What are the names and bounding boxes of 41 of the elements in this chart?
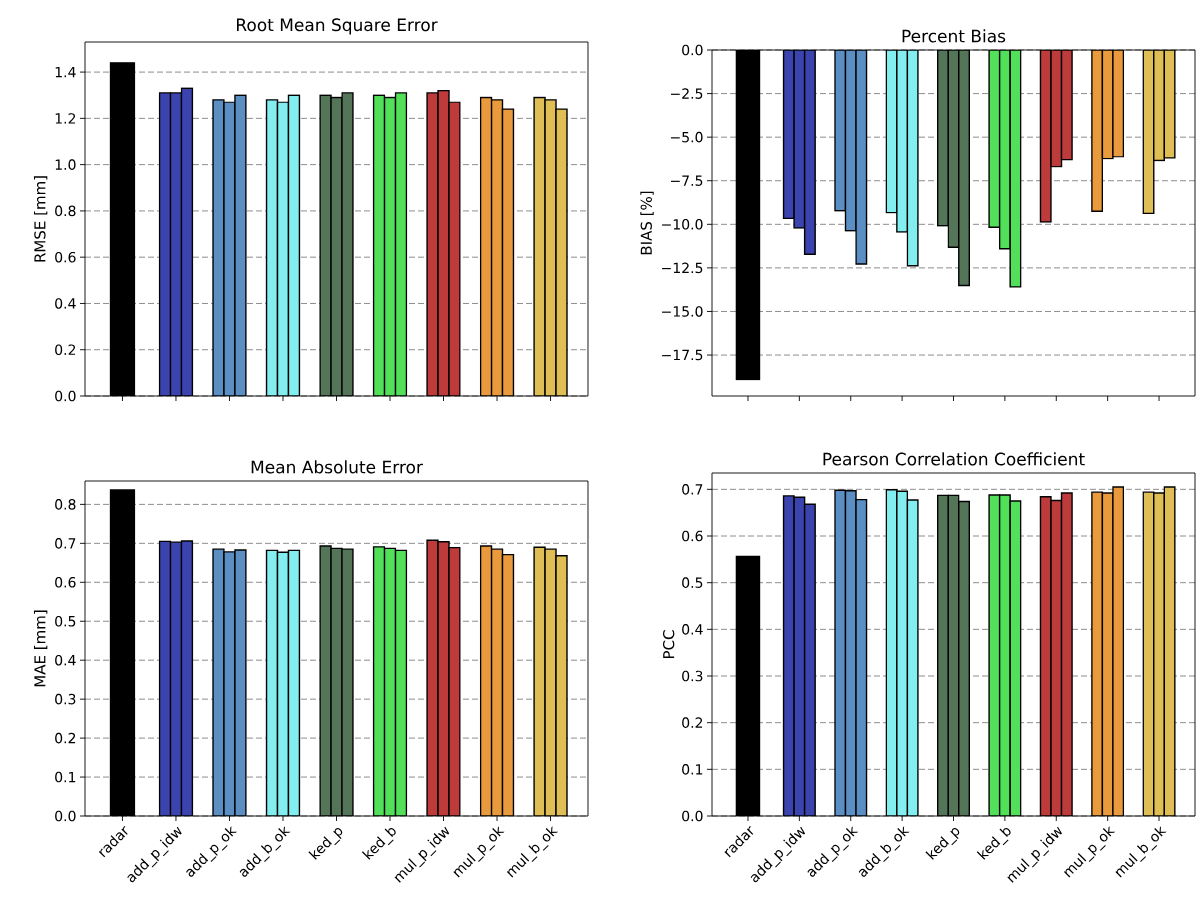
y-tick-label: 0.1: [682, 764, 703, 775]
y-tick-label: 0.6: [682, 530, 703, 542]
y-tick-label: 1.2: [55, 113, 76, 124]
y-axis-title: BIAS [%]: [640, 191, 654, 255]
y-tick-label: −12.5: [662, 262, 703, 274]
chart-title: Root Mean Square Error: [236, 18, 438, 35]
y-tick-label: 0.5: [682, 577, 703, 588]
y-tick-label: 0.5: [55, 615, 76, 627]
y-tick-label: −2.5: [670, 88, 703, 99]
y-tick-label: 0.4: [55, 298, 76, 309]
y-tick-label: 0.4: [55, 654, 76, 666]
y-tick-label: 0.8: [55, 499, 76, 510]
y-tick-label: 0.3: [55, 693, 76, 705]
y-axis-title: RMSE [mm]: [33, 176, 48, 262]
y-tick-label: −10.0: [662, 219, 703, 230]
y-tick-label: −5.0: [670, 131, 703, 143]
y-tick-label: 0.2: [55, 732, 76, 744]
y-tick-label: 0.3: [682, 670, 703, 682]
y-tick-label: 0.4: [682, 624, 703, 635]
y-tick-label: 0.6: [55, 251, 76, 263]
y-tick-label: 0.0: [682, 44, 703, 56]
y-tick-label: 0.1: [55, 771, 76, 783]
y-tick-label: 0.8: [55, 205, 76, 217]
y-tick-label: 0.0: [55, 390, 76, 402]
y-tick-label: 1.4: [55, 66, 76, 78]
y-tick-label: 0.6: [55, 576, 76, 588]
chart-title: Percent Bias: [902, 29, 1006, 43]
y-tick-label: 0.0: [55, 810, 76, 822]
y-axis-title: MAE [mm]: [33, 610, 48, 687]
y-tick-label: 0.7: [682, 484, 703, 495]
chart-title: Pearson Correlation Coefficient: [823, 452, 1085, 466]
y-tick-label: −7.5: [670, 175, 703, 186]
y-tick-label: 0.2: [682, 717, 703, 728]
y-tick-label: 0.7: [55, 538, 76, 549]
y-axis-title: PCC: [662, 630, 675, 659]
y-tick-label: 0.2: [55, 344, 76, 356]
y-tick-label: 1.0: [55, 159, 76, 170]
y-tick-label: 0.0: [682, 810, 703, 822]
y-tick-label: −17.5: [662, 349, 703, 361]
y-tick-label: −15.0: [662, 306, 703, 317]
chart-title: Mean Absolute Error: [251, 460, 423, 474]
